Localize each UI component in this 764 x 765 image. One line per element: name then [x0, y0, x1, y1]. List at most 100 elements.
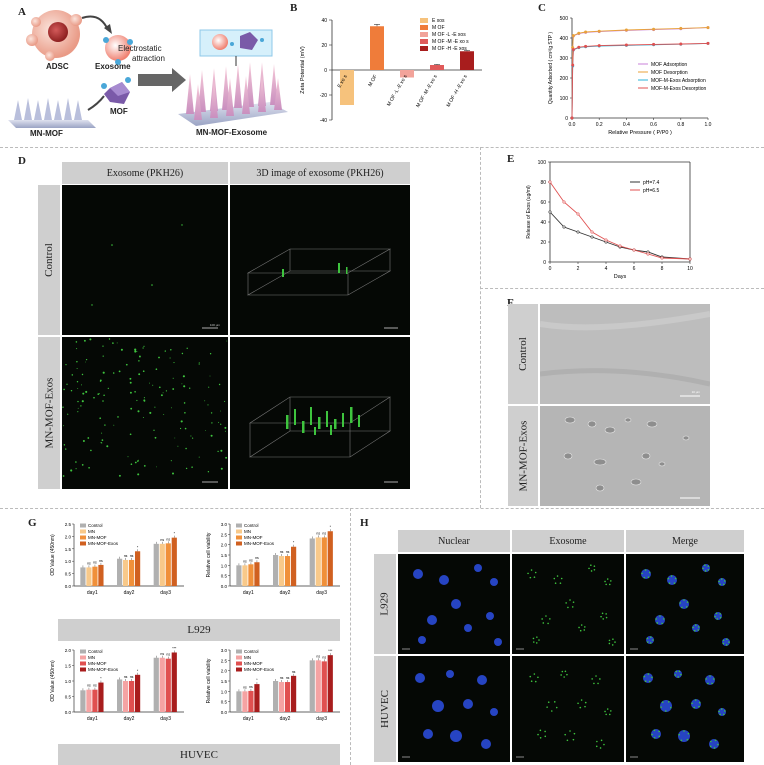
- x-tick-label: day1: [243, 716, 254, 722]
- exosome-dot: [553, 577, 556, 580]
- exosome-dot: [683, 730, 685, 732]
- exosome-dot: [686, 601, 689, 603]
- y-axis-label: Quantity Adsorbed ( cm³/g STP ): [548, 32, 554, 104]
- h-l929-exosome: [512, 554, 624, 654]
- exosome-dot: [547, 701, 550, 704]
- data-point: [590, 235, 594, 239]
- green-dot: [142, 370, 145, 373]
- green-dot: [104, 424, 106, 426]
- divider-e-f: [480, 288, 764, 289]
- green-dot: [205, 430, 206, 432]
- bar: [340, 70, 354, 105]
- exosome-dot: [685, 606, 688, 608]
- bar: [430, 65, 444, 70]
- green-dot: [99, 417, 102, 420]
- green-dot: [62, 406, 64, 408]
- green-dot: [102, 345, 104, 347]
- nucleus: [427, 615, 437, 625]
- legend-label: E xos: [432, 18, 445, 24]
- bar: [135, 551, 141, 586]
- exosome-dot: [532, 637, 535, 640]
- exosome-dot: [545, 615, 547, 617]
- exosome-dot: [724, 710, 726, 712]
- panel-label-e: E: [507, 153, 515, 165]
- data-point: [584, 30, 588, 34]
- exosome-dot: [669, 706, 672, 709]
- legend-swatch: [80, 667, 86, 672]
- y-axis-label: Relative cell viability: [206, 658, 212, 703]
- nucleus: [463, 699, 473, 709]
- green-dot: [136, 351, 138, 353]
- attraction-label: attraction: [132, 54, 165, 63]
- d-mnmof-3d: [230, 337, 410, 489]
- green-dot: [134, 350, 137, 353]
- legend-swatch: [236, 541, 242, 546]
- green-dots-dense: [62, 338, 228, 483]
- x-tick-label: day2: [280, 590, 291, 596]
- nucleus: [418, 636, 426, 644]
- exosome-dot: [533, 576, 536, 578]
- legend-label: MN-MOF: [88, 661, 107, 666]
- bar: [135, 674, 141, 712]
- y-tick-label: 1.0: [65, 679, 72, 684]
- green-dot: [76, 381, 79, 383]
- y-tick-label: 1.5: [221, 553, 228, 558]
- green-dot: [125, 363, 128, 366]
- exosome-dot: [680, 673, 682, 676]
- green-dot: [107, 387, 109, 390]
- exosome-dot: [686, 738, 689, 741]
- exosome-dot: [588, 567, 590, 570]
- x-tick-label: day2: [124, 716, 135, 722]
- data-point: [604, 238, 608, 242]
- exosome-dot: [571, 606, 574, 608]
- exosome-dot: [722, 639, 725, 642]
- exosome-dot: [580, 699, 583, 701]
- exosome-dot: [670, 575, 673, 577]
- exosome-dot: [714, 615, 716, 618]
- bar: [279, 556, 285, 586]
- x-tick-label: M OF -M -E xo s: [415, 74, 439, 109]
- exosome-dot: [536, 636, 538, 638]
- exosome-dot: [608, 642, 611, 645]
- legend-swatch: [236, 661, 242, 666]
- significance-mark: ns: [249, 685, 253, 689]
- divider-vertical-bottom: [350, 508, 351, 765]
- significance-mark: *: [330, 525, 332, 529]
- nucleus: [490, 708, 498, 716]
- green-dot: [143, 345, 145, 347]
- exosome-dot: [650, 636, 652, 638]
- green-dot: [99, 393, 101, 395]
- green-dot: [88, 466, 90, 469]
- f-row-mn-mof-exos: MN-MOF-Exos: [508, 406, 538, 506]
- green-dot: [189, 387, 191, 389]
- exosome-dot: [693, 629, 696, 632]
- schematic-illustration: [8, 10, 288, 128]
- legend-label: M OF -H -E xos: [432, 46, 467, 52]
- green-dots-sparse: [91, 224, 218, 329]
- green-dot: [118, 474, 121, 477]
- y-tick-label: 0: [543, 260, 546, 266]
- x-tick-label: day2: [124, 590, 135, 596]
- y-tick-label: 2.0: [221, 669, 228, 674]
- y-tick-label: 200: [560, 76, 569, 82]
- green-dot: [66, 383, 68, 385]
- exosome-dot: [547, 622, 549, 625]
- h-huvec-exosome: [512, 656, 624, 762]
- nitrogen-isotherm-chart: 0 100 200 300 400 500 0.0 0.2 0.4 0.6 0.8 1.0 Relati…: [548, 16, 712, 136]
- exosome-dot: [675, 670, 678, 673]
- exosome-dot: [713, 747, 716, 749]
- exosome-dot: [652, 639, 654, 641]
- exosome-dot: [728, 641, 730, 643]
- significance-mark: ns: [160, 652, 164, 656]
- green-dot: [75, 468, 77, 470]
- exosome-dot: [534, 680, 537, 683]
- y-tick-label: 100: [560, 96, 569, 102]
- bar: [86, 689, 92, 712]
- legend-label: M OF -L -E xos: [432, 32, 466, 38]
- green-dot: [224, 400, 226, 402]
- bar: [327, 531, 333, 586]
- data-point: [706, 26, 710, 30]
- green-dot: [127, 456, 129, 458]
- exosome-dot: [702, 567, 704, 570]
- green-dot: [130, 463, 133, 465]
